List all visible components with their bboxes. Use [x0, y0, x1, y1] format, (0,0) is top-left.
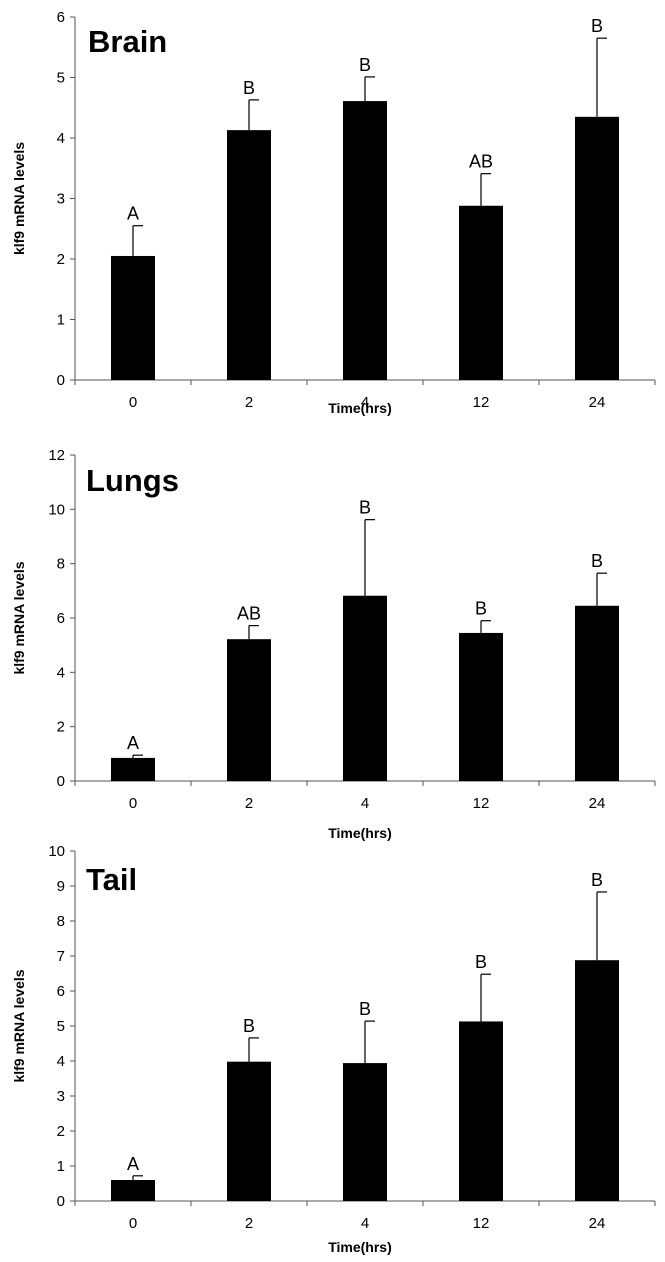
- bar: [343, 1063, 387, 1201]
- y-tick-label: 1: [57, 1158, 65, 1175]
- x-axis-title: Time(hrs): [328, 1239, 392, 1255]
- y-axis-title: klf9 mRNA levels: [11, 561, 27, 674]
- y-tick-label: 2: [57, 251, 65, 268]
- x-tick-label: 4: [361, 394, 369, 411]
- y-tick-label: 3: [57, 1088, 65, 1105]
- bar: [343, 595, 387, 781]
- x-tick-label: 4: [361, 1215, 369, 1232]
- y-tick-label: 1: [57, 312, 65, 329]
- x-tick-label: 24: [589, 1215, 606, 1232]
- y-tick-label: 7: [57, 948, 65, 965]
- significance-label: AB: [237, 604, 261, 624]
- x-tick-label: 12: [473, 795, 490, 812]
- y-tick-label: 4: [57, 664, 65, 681]
- y-axis-title: klf9 mRNA levels: [11, 142, 27, 255]
- bar: [111, 1180, 155, 1201]
- bar: [227, 1061, 271, 1201]
- y-tick-label: 5: [57, 70, 65, 87]
- y-tick-label: 5: [57, 1018, 65, 1035]
- significance-label: B: [359, 55, 371, 75]
- chart-title: Brain: [88, 24, 167, 59]
- bar: [575, 960, 619, 1201]
- y-tick-label: 8: [57, 556, 65, 573]
- significance-label: B: [359, 999, 371, 1019]
- y-tick-label: 3: [57, 191, 65, 208]
- x-axis-title: Time(hrs): [328, 400, 392, 416]
- significance-label: B: [475, 952, 487, 972]
- x-tick-label: 0: [129, 394, 137, 411]
- x-tick-label: 24: [589, 795, 606, 812]
- y-tick-label: 12: [48, 447, 65, 464]
- bar: [111, 757, 155, 781]
- x-tick-label: 0: [129, 795, 137, 812]
- x-tick-label: 2: [245, 795, 253, 812]
- x-tick-label: 0: [129, 1215, 137, 1232]
- x-tick-label: 4: [361, 795, 369, 812]
- x-tick-label: 2: [245, 394, 253, 411]
- significance-label: B: [591, 870, 603, 890]
- y-tick-label: 2: [57, 1123, 65, 1140]
- x-tick-label: 24: [589, 394, 606, 411]
- x-axis-title: Time(hrs): [328, 825, 392, 841]
- bar: [227, 130, 271, 380]
- significance-label: B: [243, 78, 255, 98]
- bar: [459, 205, 503, 380]
- y-tick-label: 0: [57, 773, 65, 790]
- y-tick-label: 9: [57, 878, 65, 895]
- significance-label: B: [359, 498, 371, 518]
- x-tick-label: 2: [245, 1215, 253, 1232]
- x-tick-label: 12: [473, 394, 490, 411]
- significance-label: A: [127, 733, 139, 753]
- bar: [459, 1021, 503, 1201]
- bar: [575, 605, 619, 781]
- y-tick-label: 2: [57, 719, 65, 736]
- y-tick-label: 6: [57, 9, 65, 26]
- significance-label: B: [591, 551, 603, 571]
- y-tick-label: 10: [48, 843, 65, 860]
- y-tick-label: 4: [57, 130, 65, 147]
- y-tick-label: 0: [57, 1193, 65, 1210]
- y-tick-label: 4: [57, 1053, 65, 1070]
- bar: [227, 639, 271, 781]
- bar: [111, 255, 155, 380]
- significance-label: B: [243, 1016, 255, 1036]
- significance-label: A: [127, 204, 139, 224]
- significance-label: AB: [469, 152, 493, 172]
- significance-label: A: [127, 1154, 139, 1174]
- bar: [575, 116, 619, 380]
- y-tick-label: 6: [57, 983, 65, 1000]
- bar: [343, 101, 387, 380]
- y-tick-label: 10: [48, 501, 65, 518]
- y-tick-label: 8: [57, 913, 65, 930]
- bar: [459, 632, 503, 781]
- significance-label: B: [591, 16, 603, 36]
- chart-title: Tail: [86, 862, 137, 897]
- x-tick-label: 12: [473, 1215, 490, 1232]
- significance-label: B: [475, 599, 487, 619]
- y-tick-label: 6: [57, 610, 65, 627]
- chart-title: Lungs: [86, 463, 179, 498]
- y-tick-label: 0: [57, 372, 65, 389]
- y-axis-title: klf9 mRNA levels: [11, 969, 27, 1082]
